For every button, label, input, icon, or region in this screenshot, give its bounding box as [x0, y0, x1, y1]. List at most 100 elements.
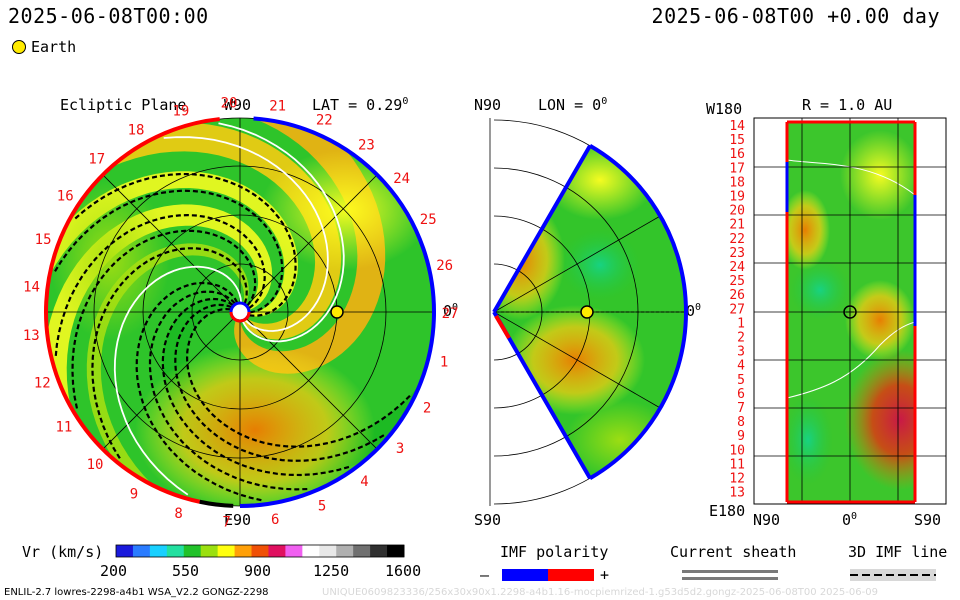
imf-line-title: 3D IMF line	[848, 543, 948, 561]
colorbar-segment	[217, 545, 236, 557]
radial-yellow-top	[840, 130, 915, 220]
colorbar-segment	[268, 545, 286, 557]
radial-row-label: 8	[737, 415, 745, 430]
ecliptic-sector-number: 7	[222, 515, 230, 531]
imf-minus-label: –	[480, 566, 490, 584]
ecliptic-imf-line	[73, 172, 297, 317]
radial-row-label: 24	[729, 260, 745, 275]
ecliptic-fast-region-west	[50, 180, 170, 340]
colorbar-segment	[132, 545, 151, 557]
meridional-panel	[489, 118, 688, 506]
radial-row-label: 5	[737, 373, 745, 388]
ecliptic-imf-line	[174, 303, 386, 462]
radial-red-south	[845, 350, 915, 490]
colorbar-segment	[370, 545, 388, 557]
radial-row-label: 4	[737, 359, 745, 374]
ecliptic-imf-line	[161, 297, 351, 477]
imf-polarity-title: IMF polarity	[500, 543, 609, 561]
radial-row-label: 15	[729, 133, 745, 148]
ecliptic-sector-number: 5	[318, 498, 326, 514]
colorbar-tick-1250: 1250	[313, 562, 350, 580]
radial-row-label: 3	[737, 345, 745, 360]
colorbar-title: Vr (km/s)	[22, 543, 104, 561]
colorbar-segment	[183, 545, 202, 557]
ecliptic-top-label: W90	[224, 96, 252, 114]
meridional-slow-region	[560, 230, 640, 300]
meridional-grid-spoke	[493, 311, 661, 409]
radial-row-label: 27	[729, 302, 745, 317]
colorbar-segment	[319, 545, 337, 557]
ecliptic-sector-number: 11	[55, 419, 72, 435]
ecliptic-current-sheath	[218, 122, 345, 343]
colorbar-segment	[336, 545, 354, 557]
current-sheath-line-1	[682, 570, 778, 573]
ecliptic-sector-number: 10	[87, 457, 104, 473]
radial-bottom-label: E180	[709, 502, 746, 520]
ecliptic-sector-number: 6	[271, 512, 279, 528]
radial-row-label: 19	[729, 190, 745, 205]
radial-row-label: 25	[729, 274, 745, 289]
colorbar-segment	[251, 545, 269, 557]
radial-row-label: 17	[729, 161, 745, 176]
ecliptic-sector-number: 26	[436, 258, 453, 274]
ecliptic-imf-line	[135, 281, 264, 502]
radial-row-label: 1	[737, 316, 745, 331]
sun-polarity-arc	[229, 311, 251, 323]
radial-row-label: 21	[729, 218, 745, 233]
ecliptic-sector-number: 21	[269, 98, 286, 114]
radial-x-label-s90: S90	[914, 511, 942, 529]
ecliptic-sector-number: 14	[23, 279, 40, 295]
earth-legend-label: Earth	[31, 38, 77, 56]
radial-cyan-south	[787, 395, 833, 485]
colorbar-segment	[166, 545, 185, 557]
colorbar-tick-200: 200	[100, 562, 128, 580]
meridional-polarity-edge-south	[492, 311, 592, 480]
header-right-time: 2025-06-08T00 +0.00 day	[651, 4, 940, 28]
current-sheath-line-2	[682, 577, 778, 580]
ecliptic-imf-line	[53, 189, 284, 314]
meridional-fast-region-north	[494, 200, 565, 320]
ecliptic-lat-label: LAT = 0.290	[312, 96, 409, 114]
ecliptic-imf-lines	[53, 122, 412, 502]
radial-row-labels: 1415161718192021222324252627123456789101…	[729, 119, 745, 501]
radial-r-label: R = 1.0 AU	[802, 96, 893, 114]
colorbar-segment	[116, 545, 134, 557]
ecliptic-sector-number: 22	[316, 113, 333, 129]
ecliptic-sector-number: 17	[88, 151, 105, 167]
ecliptic-sector-number: 27	[442, 306, 459, 322]
meridional-lon-label: LON = 00	[538, 96, 608, 114]
ecliptic-sector-number: 4	[360, 474, 368, 490]
imf-negative-swatch	[502, 569, 548, 581]
radial-row-label: 11	[729, 457, 745, 472]
ecliptic-earth-marker-icon	[330, 305, 344, 319]
ecliptic-sector-number: 20	[221, 95, 238, 111]
colorbar-segment	[285, 545, 303, 557]
radial-row-label: 12	[729, 472, 745, 487]
footer-left: ENLIL-2.7 lowres-2298-a4b1 WSA_V2.2 GONG…	[4, 587, 269, 598]
ecliptic-sector-number: 18	[128, 123, 145, 139]
meridional-top-label: N90	[474, 96, 502, 114]
radial-row-label: 20	[729, 204, 745, 219]
radial-top-label: W180	[706, 100, 743, 118]
radial-row-label: 10	[729, 443, 745, 458]
radial-row-label: 9	[737, 429, 745, 444]
ecliptic-sector-number: 16	[57, 189, 74, 205]
ecliptic-polarity-ring	[44, 116, 436, 508]
ecliptic-title: Ecliptic Plane	[60, 96, 187, 114]
imf-plus-label: +	[600, 566, 610, 584]
meridional-polarity-edge-south-pos	[494, 314, 511, 339]
radial-row-label: 26	[729, 288, 745, 303]
ecliptic-sector-numbers: 20 21222324252627123456789101112131415161…	[23, 95, 459, 530]
colorbar-tick-550: 550	[172, 562, 200, 580]
meridional-fast-region-south	[505, 305, 645, 415]
radial-x-label-n90: N90	[753, 511, 781, 529]
colorbar-segment	[200, 545, 219, 557]
radial-panel: 1415161718192021222324252627123456789101…	[729, 117, 947, 505]
radial-current-sheath-north	[787, 159, 915, 196]
radial-row-label: 7	[737, 401, 745, 416]
radial-row-label: 6	[737, 387, 745, 402]
colorbar-segment	[149, 545, 168, 557]
ecliptic-sector-number: 23	[358, 137, 375, 153]
ecliptic-sector-number: 8	[174, 506, 182, 522]
